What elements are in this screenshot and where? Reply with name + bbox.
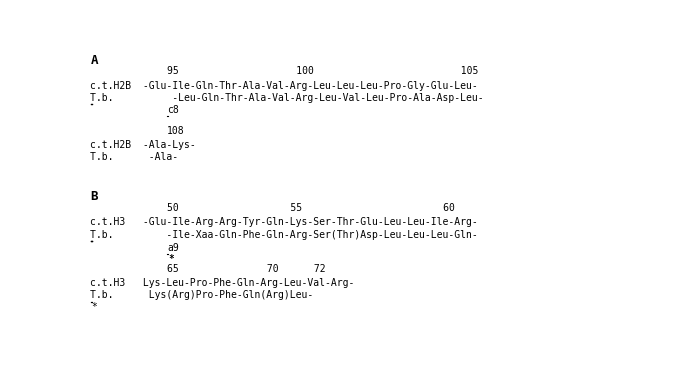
- Text: T.b.         -Ile-Xaa-Gln-Phe-Gln-Arg-Ser(Thr)Asp-Leu-Leu-Leu-Gln-: T.b. -Ile-Xaa-Gln-Phe-Gln-Arg-Ser(Thr)As…: [91, 230, 478, 240]
- Text: T.b.      -Ala-: T.b. -Ala-: [91, 152, 178, 161]
- Text: B: B: [91, 191, 98, 203]
- Text: A: A: [91, 54, 98, 67]
- Text: 65               70      72: 65 70 72: [167, 264, 326, 274]
- Text: *: *: [168, 254, 174, 264]
- Text: c8: c8: [167, 105, 178, 115]
- Text: *: *: [91, 302, 97, 312]
- Text: 95                    100                         105: 95 100 105: [167, 66, 478, 76]
- Text: 50                   55                        60: 50 55 60: [167, 203, 455, 213]
- Text: a9: a9: [167, 243, 178, 252]
- Text: c.t.H2B  -Ala-Lys-: c.t.H2B -Ala-Lys-: [91, 140, 196, 149]
- Text: T.b.      Lys(Arg)Pro-Phe-Gln(Arg)Leu-: T.b. Lys(Arg)Pro-Phe-Gln(Arg)Leu-: [91, 291, 314, 300]
- Text: c.t.H3   -Glu-Ile-Arg-Arg-Tyr-Gln-Lys-Ser-Thr-Glu-Leu-Leu-Ile-Arg-: c.t.H3 -Glu-Ile-Arg-Arg-Tyr-Gln-Lys-Ser-…: [91, 217, 478, 228]
- Text: *: *: [168, 254, 174, 264]
- Text: c.t.H3   Lys-Leu-Pro-Phe-Gln-Arg-Leu-Val-Arg-: c.t.H3 Lys-Leu-Pro-Phe-Gln-Arg-Leu-Val-A…: [91, 278, 355, 288]
- Text: 108: 108: [167, 126, 185, 136]
- Text: T.b.          -Leu-Gln-Thr-Ala-Val-Arg-Leu-Val-Leu-Pro-Ala-Asp-Leu-: T.b. -Leu-Gln-Thr-Ala-Val-Arg-Leu-Val-Le…: [91, 93, 484, 103]
- Text: c.t.H2B  -Glu-Ile-Gln-Thr-Ala-Val-Arg-Leu-Leu-Leu-Pro-Gly-Glu-Leu-: c.t.H2B -Glu-Ile-Gln-Thr-Ala-Val-Arg-Leu…: [91, 81, 478, 91]
